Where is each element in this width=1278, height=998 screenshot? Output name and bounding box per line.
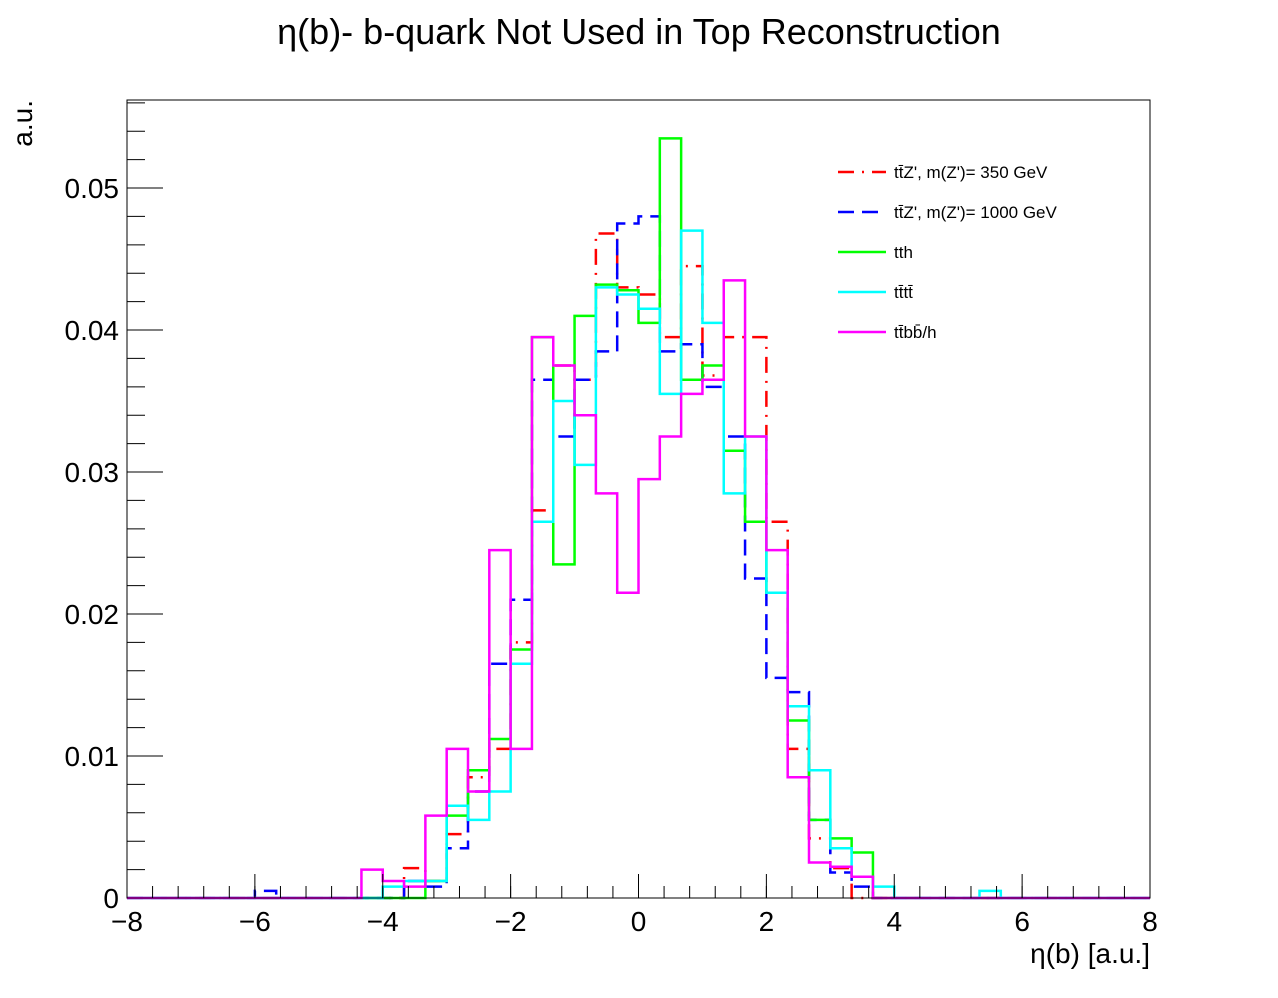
legend-label: tt̄tt̄: [894, 283, 913, 302]
x-axis-label: η(b) [a.u.]: [1030, 938, 1150, 969]
y-tick-label: 0.03: [65, 457, 120, 488]
y-axis-label: a.u.: [7, 100, 38, 147]
y-tick-label: 0.05: [65, 173, 120, 204]
chart-title: η(b)- b-quark Not Used in Top Reconstruc…: [277, 11, 1001, 52]
x-tick-label: −6: [239, 906, 271, 937]
y-tick-label: 0: [103, 883, 119, 914]
x-tick-label: 4: [886, 906, 902, 937]
x-tick-label: 0: [631, 906, 647, 937]
x-axis: −8 −6 −4 −2 0 2 4 6 8: [111, 874, 1158, 937]
x-tick-label: −8: [111, 906, 143, 937]
legend: tt̄Z', m(Z')= 350 GeV tt̄Z', m(Z')= 1000 …: [838, 163, 1058, 342]
legend-label: tt̄bb̄/h: [894, 323, 937, 342]
x-tick-label: −4: [367, 906, 399, 937]
y-tick-label: 0.01: [65, 741, 120, 772]
x-tick-label: 6: [1014, 906, 1030, 937]
legend-label: tt̄Z', m(Z')= 350 GeV: [894, 163, 1048, 182]
x-tick-label: 2: [759, 906, 775, 937]
x-tick-label: 8: [1142, 906, 1158, 937]
y-tick-label: 0.02: [65, 599, 120, 630]
y-axis: 0 0.01 0.02 0.03 0.04 0.05: [65, 102, 163, 914]
legend-label: tt̄Z', m(Z')= 1000 GeV: [894, 203, 1058, 222]
x-tick-label: −2: [495, 906, 527, 937]
y-tick-label: 0.04: [65, 315, 120, 346]
legend-label: tth: [894, 243, 913, 262]
